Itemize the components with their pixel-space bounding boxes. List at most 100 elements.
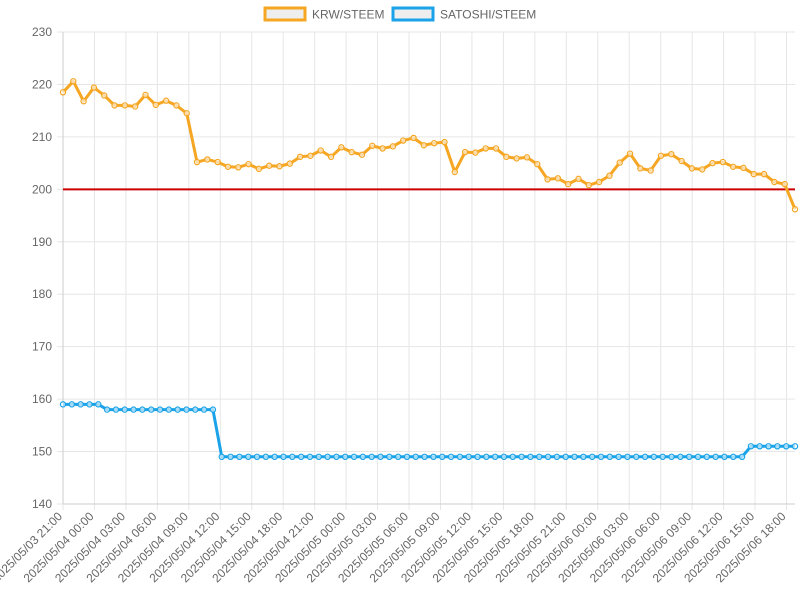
data-point [659,453,666,460]
data-point [461,148,469,156]
data-point [765,443,772,450]
data-point [439,453,446,460]
data-point [214,158,221,166]
data-point [276,163,283,170]
data-point [624,453,631,460]
y-tick-label: 160 [32,392,52,406]
data-point [131,103,139,110]
data-point [130,406,137,413]
y-tick-label: 150 [32,445,52,459]
data-point [307,152,314,159]
data-point [430,139,438,147]
legend-item[interactable]: SATOSHI/STEEM [391,6,536,22]
legend-item[interactable]: KRW/STEEM [263,6,384,22]
data-point [668,453,675,460]
data-point [255,165,263,173]
data-point [183,406,190,413]
data-point [571,453,578,460]
data-point [358,151,366,158]
data-point [678,157,685,165]
data-point [95,401,102,408]
data-point [575,175,582,183]
data-point [740,164,747,172]
data-point [694,453,702,460]
data-point [738,453,746,460]
data-point [296,153,304,161]
data-point [86,401,93,408]
data-point [369,142,376,150]
data-point [103,406,111,413]
data-point [791,206,799,213]
data-point [730,453,737,460]
series-line [63,402,795,459]
data-point [70,78,77,85]
data-point [472,149,479,156]
data-point [513,155,520,162]
data-point [657,152,665,159]
data-point [523,154,531,161]
data-point [400,137,407,144]
data-point [112,406,120,413]
data-point [447,453,455,460]
data-point [68,401,76,408]
data-point [616,159,623,166]
series-group [59,78,799,213]
data-point [527,453,534,460]
data-point [685,453,693,460]
data-point [595,178,603,186]
data-point [200,406,208,413]
data-point [562,453,569,460]
data-point [286,160,294,167]
data-point [121,102,129,109]
data-point [564,180,572,188]
data-point [534,160,541,168]
data-point [544,453,552,460]
data-point [280,453,287,460]
data-point [756,443,763,450]
data-point [641,453,649,460]
data-point [403,453,411,460]
data-point [688,165,696,172]
data-point [781,180,788,188]
data-point [368,453,375,460]
data-point [379,145,386,152]
data-point [59,401,67,408]
data-point [503,153,510,161]
data-point [703,453,711,460]
data-point [492,145,500,152]
y-tick-label: 170 [32,340,52,354]
data-point [615,453,622,460]
data-point [209,406,217,413]
data-point [253,453,261,460]
data-point [271,453,278,460]
data-point [699,166,706,173]
data-point [315,453,322,460]
data-point [394,453,402,460]
data-point [709,159,716,167]
data-point [265,162,273,169]
data-point [192,406,199,413]
y-tick-label: 230 [32,25,52,39]
data-point [482,145,489,152]
data-point [647,167,654,174]
data-point [420,142,428,149]
data-point [729,163,737,170]
data-point [350,453,358,460]
data-point [359,453,367,460]
data-point [588,453,596,460]
y-tick-label: 190 [32,235,52,249]
data-point [101,92,108,99]
data-point [262,453,270,460]
data-point [585,181,593,189]
data-point [518,453,525,460]
data-point [712,453,719,460]
data-point [719,158,727,166]
data-point [421,453,428,460]
data-point [760,170,768,178]
data-point [626,150,634,157]
data-point [245,160,252,168]
data-point [306,453,314,460]
data-point [410,134,417,142]
